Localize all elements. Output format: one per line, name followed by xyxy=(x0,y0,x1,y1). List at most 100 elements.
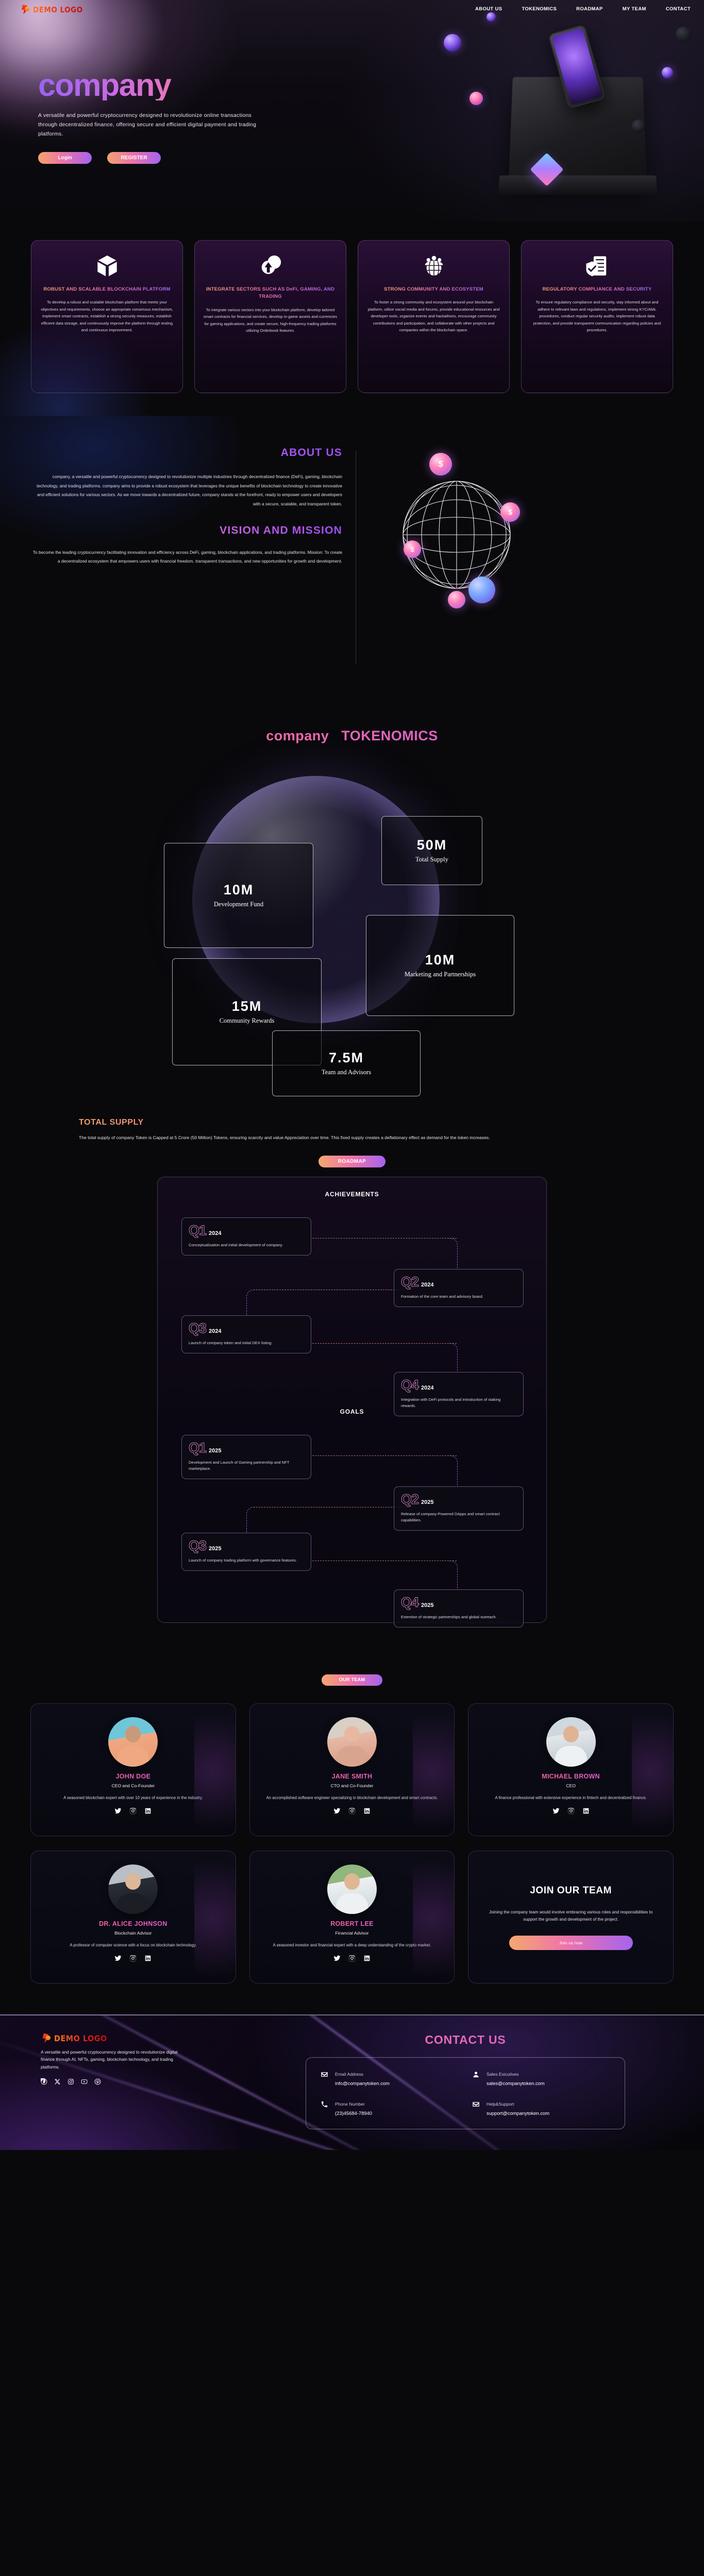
nav-item-my-team[interactable]: MY TEAM xyxy=(622,6,646,12)
contact-value[interactable]: sales@companytoken.com xyxy=(487,2080,545,2086)
member-socials[interactable] xyxy=(262,1955,442,1964)
token-label: Total Supply xyxy=(415,856,449,863)
member-name: DR. ALICE JOHNSON xyxy=(43,1920,223,1927)
facebook-icon[interactable] xyxy=(39,2076,47,2088)
avatar xyxy=(108,1717,158,1767)
youtube-icon[interactable] xyxy=(81,2078,88,2088)
linkedin-icon[interactable] xyxy=(582,1807,590,1817)
coin-badge-4 xyxy=(468,577,495,603)
achievements-title: ACHIEVEMENTS xyxy=(325,1190,379,1198)
about-section: ABOUT US company, a versatile and powerf… xyxy=(0,416,704,704)
timeline-item: Q3 2024 Launch of company token and initi… xyxy=(181,1315,311,1354)
login-button[interactable]: Login xyxy=(38,152,92,164)
instagram-icon[interactable] xyxy=(129,1807,137,1817)
contact-value[interactable]: (23)45684-78940 xyxy=(335,2110,372,2116)
team-card: ROBERT LEE Financial Advisor A seasoned … xyxy=(249,1850,455,1984)
member-socials[interactable] xyxy=(262,1807,442,1817)
vision-mission-title: VISION AND MISSION xyxy=(31,524,342,537)
tokenomics-title-prefix: company xyxy=(266,728,329,743)
hero-copy: company A versatile and powerful cryptoc… xyxy=(38,70,280,164)
roadmap-section: ACHIEVEMENTS Q1 2024 Conceptualization an… xyxy=(0,1167,704,1654)
quarter-label: Q1 xyxy=(188,1222,207,1238)
footer-logo[interactable]: DEMO LOGO xyxy=(41,2033,218,2044)
linkedin-icon[interactable] xyxy=(144,1955,152,1964)
instagram-icon[interactable] xyxy=(567,1807,575,1817)
timeline-item: Q1 2024 Conceptualization and initial dev… xyxy=(181,1217,311,1256)
orb-3 xyxy=(662,67,673,78)
feature-card-integrate-sectors: INTEGRATE SECTORS SUCH AS DeFi, GAMING, … xyxy=(194,240,346,393)
team-card: JOHN DOE CEO and Co-Founder A seasoned b… xyxy=(30,1703,236,1836)
flame-logo-icon xyxy=(20,4,30,15)
twitter-icon[interactable] xyxy=(552,1807,560,1817)
vision-mission-paragraph: To become the leading cryptocurrency fac… xyxy=(32,549,342,564)
nav-item-tokenomics[interactable]: TOKENOMICS xyxy=(522,6,557,12)
member-name: MICHAEL BROWN xyxy=(481,1773,661,1780)
quarter-label: Q2 xyxy=(400,1491,419,1507)
quarter-label: Q4 xyxy=(400,1377,419,1393)
timeline-item: Q2 2024 Formation of the core team and ad… xyxy=(394,1268,524,1308)
instagram-icon[interactable] xyxy=(348,1807,356,1817)
member-socials[interactable] xyxy=(43,1955,223,1964)
member-role: CTO and Co-Founder xyxy=(330,1783,374,1788)
avatar xyxy=(108,1864,158,1914)
join-us-now-button[interactable]: Join us now xyxy=(509,1935,633,1950)
linkedin-icon[interactable] xyxy=(363,1807,371,1817)
nav-item-about-us[interactable]: ABOUT US xyxy=(475,6,502,12)
timeline-text: Launch of company trading platform with … xyxy=(189,1557,297,1563)
linkedin-icon[interactable] xyxy=(363,1955,371,1964)
register-button[interactable]: REGISTER xyxy=(107,152,161,164)
year-label: 2024 xyxy=(209,1230,222,1236)
twitter-icon[interactable] xyxy=(114,1955,122,1964)
twitter-icon[interactable] xyxy=(114,1807,122,1817)
quarter-label: Q1 xyxy=(188,1439,207,1455)
footer-logo-text: DEMO LOGO xyxy=(54,2033,107,2044)
coin-badge-5 xyxy=(448,591,465,608)
contact-value[interactable]: info@companytoken.com xyxy=(335,2080,390,2086)
orb-4 xyxy=(676,27,691,42)
linkedin-icon[interactable] xyxy=(144,1807,152,1817)
feature-card-community-ecosystem: STRONG COMMUNITY AND ECOSYSTEM To foster… xyxy=(358,240,510,393)
site-logo[interactable]: DEMO LOGO xyxy=(20,4,83,15)
feature-body: To develop a robust and scalable blockch… xyxy=(41,300,173,333)
tokenomics-item-development-fund: 10M Development Fund xyxy=(164,843,313,948)
instagram-icon[interactable] xyxy=(129,1955,137,1964)
feature-card-regulatory-compliance: REGULATORY COMPLIANCE AND SECURITY To en… xyxy=(521,240,673,393)
instagram-icon[interactable] xyxy=(68,2078,74,2088)
tokenomics-chart: 50M Total Supply 10M Development Fund 10… xyxy=(0,749,704,1099)
pinterest-icon[interactable] xyxy=(94,2078,101,2088)
token-value: 15M xyxy=(231,998,262,1014)
feature-body: To integrate various sectors into your b… xyxy=(203,307,338,333)
our-team-badge[interactable]: OUR TEAM xyxy=(322,1674,382,1686)
goals-title: GOALS xyxy=(340,1408,364,1415)
orb-5 xyxy=(632,120,645,133)
member-socials[interactable] xyxy=(43,1807,223,1817)
member-bio: A seasoned blockchain expert with over 1… xyxy=(63,1795,203,1800)
timeline-text: Release of company-Powered DApps and sma… xyxy=(401,1511,500,1523)
user-icon xyxy=(472,2071,480,2078)
main-nav[interactable]: ABOUT US TOKENOMICS ROADMAP MY TEAM CONT… xyxy=(475,6,691,12)
mail-icon xyxy=(472,2100,480,2108)
team-grid: JOHN DOE CEO and Co-Founder A seasoned b… xyxy=(30,1703,674,1984)
growth-arrow-icon xyxy=(259,250,282,282)
token-value: 10M xyxy=(223,882,254,898)
member-role: CEO xyxy=(566,1783,576,1788)
member-role: Blockchain Advisor xyxy=(114,1930,152,1936)
contact-value[interactable]: support@companytoken.com xyxy=(487,2110,550,2116)
total-supply-paragraph: The total supply of company Token is Cap… xyxy=(79,1135,490,1140)
footer-socials[interactable] xyxy=(39,2076,218,2088)
roadmap-badge-button[interactable]: ROADMAP xyxy=(319,1155,385,1167)
year-label: 2025 xyxy=(209,1447,222,1454)
contact-item-phone: Phone Number (23)45684-78940 xyxy=(321,2099,459,2117)
member-role: Financial Advisor xyxy=(335,1930,369,1936)
member-socials[interactable] xyxy=(481,1807,661,1817)
twitter-icon[interactable] xyxy=(333,1955,341,1964)
instagram-icon[interactable] xyxy=(348,1955,356,1964)
token-label: Community Rewards xyxy=(219,1017,275,1025)
twitter-icon[interactable] xyxy=(333,1807,341,1817)
nav-item-roadmap[interactable]: ROADMAP xyxy=(576,6,603,12)
quarter-label: Q3 xyxy=(188,1320,207,1336)
member-role: CEO and Co-Founder xyxy=(111,1783,155,1788)
x-icon[interactable] xyxy=(54,2078,61,2088)
coin-badge-1: $ xyxy=(429,453,452,476)
nav-item-contact[interactable]: CONTACT xyxy=(665,6,691,12)
